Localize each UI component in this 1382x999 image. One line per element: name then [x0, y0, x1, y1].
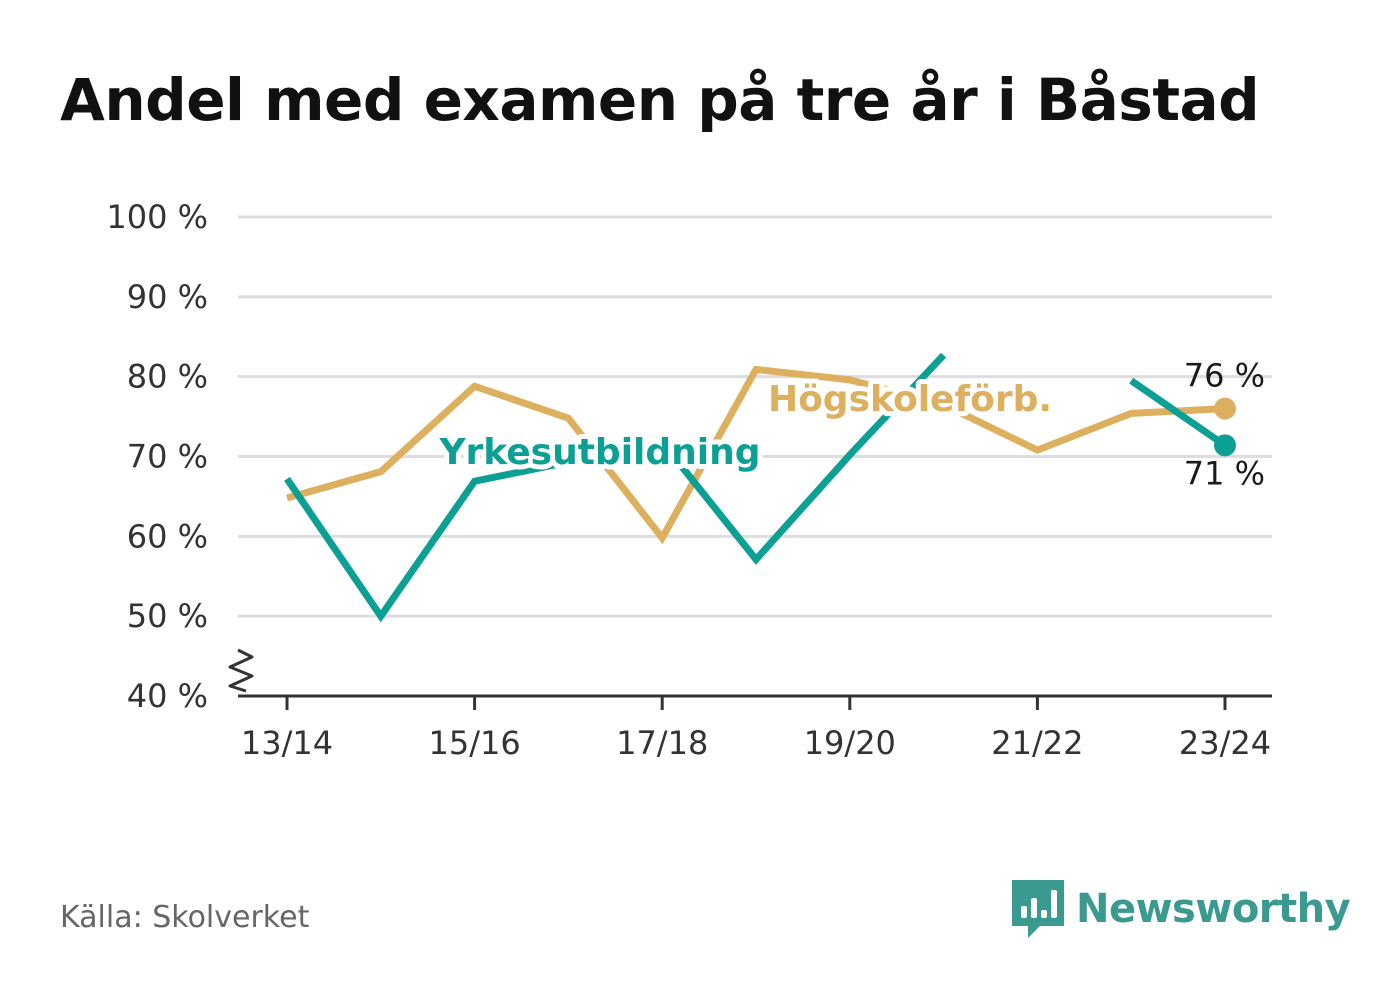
y-tick-label: 60 % — [127, 517, 208, 555]
y-tick-label: 90 % — [127, 278, 208, 316]
axes: 40 % 50 % 60 % 70 % 80 % 90 % 100 % 13/14 15/16 1… — [106, 198, 1272, 762]
x-tick-label: 15/16 — [428, 724, 520, 762]
end-point-marker — [1214, 434, 1236, 457]
brand-logo[interactable]: Newsworthy — [1010, 878, 1351, 940]
brand-name: Newsworthy — [1076, 886, 1351, 932]
chart-title: Andel med examen på tre år i Båstad — [60, 66, 1260, 134]
axis-break-mark — [228, 648, 254, 693]
series-line — [1129, 377, 1227, 449]
x-tick-label: 17/18 — [616, 724, 708, 762]
x-tick-label: 13/14 — [241, 724, 333, 762]
end-value-label: 71 % — [1184, 454, 1265, 492]
y-tick-label: 40 % — [127, 677, 208, 715]
end-value-label: 76 % — [1184, 357, 1265, 395]
y-tick-label: 50 % — [127, 597, 208, 635]
end-point-marker — [1214, 397, 1236, 420]
source-note: Källa: Skolverket — [60, 900, 310, 935]
y-tick-label: 70 % — [127, 438, 208, 476]
series-line — [284, 352, 947, 623]
x-tick-label: 23/24 — [1179, 724, 1271, 762]
y-tick-label: 100 % — [106, 198, 208, 236]
bar-chart-icon — [1012, 880, 1064, 938]
x-tick-label: 19/20 — [804, 724, 896, 762]
series-labels: Högskoleförb.Yrkesutbildning 76 % 71 % — [433, 357, 1265, 493]
series-name-label: Högskoleförb. — [768, 379, 1052, 420]
series-line — [286, 365, 1226, 545]
series-name-label: Yrkesutbildning — [438, 432, 760, 473]
y-tick-label: 80 % — [127, 358, 208, 396]
series-lines — [284, 352, 1236, 623]
x-tick-label: 21/22 — [991, 724, 1083, 762]
